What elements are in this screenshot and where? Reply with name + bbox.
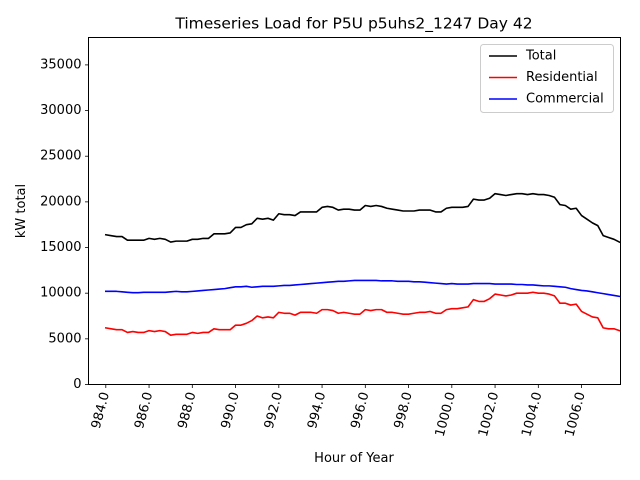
legend: Total Residential Commercial bbox=[480, 44, 614, 113]
y-tick-label: 35000 bbox=[40, 57, 81, 72]
y-tick-label: 0 bbox=[73, 377, 81, 392]
y-tick-label: 30000 bbox=[40, 103, 81, 118]
y-tick-label: 5000 bbox=[48, 331, 81, 346]
legend-box bbox=[480, 44, 614, 113]
series-line-residential bbox=[104, 291, 621, 336]
legend-label-total: Total bbox=[525, 49, 556, 64]
series-line-commercial bbox=[105, 279, 621, 298]
legend-label-residential: Residential bbox=[526, 70, 598, 85]
y-tick-label: 20000 bbox=[40, 194, 81, 209]
x-axis-label: Hour of Year bbox=[314, 451, 394, 466]
y-axis-label: kW total bbox=[14, 184, 29, 238]
legend-label-commercial: Commercial bbox=[526, 92, 604, 107]
y-tick-label: 25000 bbox=[40, 149, 81, 164]
series-layer bbox=[104, 192, 621, 336]
y-tick-label: 10000 bbox=[40, 286, 81, 301]
y-tick-label: 15000 bbox=[40, 240, 81, 255]
plot-frame bbox=[88, 37, 621, 385]
series-line-total bbox=[104, 192, 621, 244]
chart-title: Timeseries Load for P5U p5uhs2_1247 Day … bbox=[174, 15, 532, 34]
y-axis: 0 5000 10000 15000 20000 25000 30000 35000 bbox=[40, 57, 89, 392]
